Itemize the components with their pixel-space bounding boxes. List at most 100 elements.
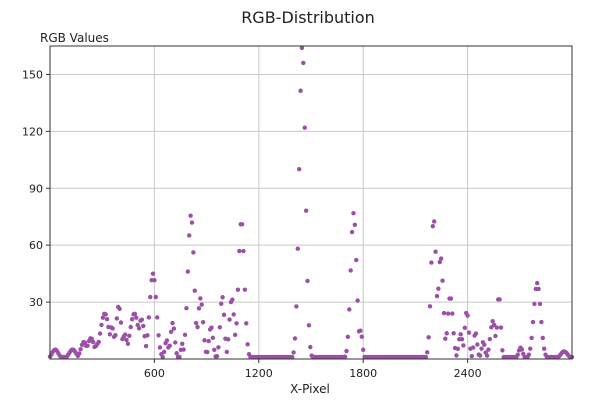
data-point — [219, 301, 224, 306]
data-point — [482, 342, 487, 347]
data-point — [445, 311, 451, 316]
data-point — [470, 345, 476, 350]
data-point — [296, 166, 302, 172]
data-point — [466, 330, 472, 335]
data-point — [122, 332, 128, 337]
data-point — [110, 326, 115, 331]
data-point — [180, 341, 185, 347]
x-axis-title: X-Pixel — [290, 382, 330, 396]
y-tick-label: 90 — [29, 182, 43, 195]
data-point — [500, 348, 505, 353]
data-point — [473, 331, 479, 336]
data-point — [193, 320, 199, 326]
data-point — [352, 222, 358, 228]
data-point — [462, 325, 468, 331]
data-point — [475, 342, 480, 347]
data-point — [221, 312, 227, 317]
y-tick-label: 120 — [22, 125, 43, 138]
data-point — [521, 351, 526, 356]
data-point — [177, 354, 182, 360]
data-point — [210, 335, 216, 341]
x-tick-label: 1800 — [349, 367, 377, 380]
data-point — [308, 344, 313, 350]
data-point — [526, 352, 532, 357]
data-point — [191, 250, 196, 255]
data-point — [99, 322, 104, 328]
data-point — [458, 332, 463, 337]
data-point — [237, 248, 242, 254]
data-point — [97, 331, 103, 336]
data-point — [205, 349, 210, 355]
x-tick-label: 1200 — [245, 367, 273, 380]
data-point — [519, 347, 525, 352]
data-point — [469, 353, 474, 359]
data-point — [487, 336, 493, 342]
data-point — [157, 345, 163, 350]
data-point — [188, 213, 193, 218]
data-point — [537, 301, 543, 307]
gridlines — [50, 46, 572, 359]
data-point — [299, 45, 305, 51]
data-point — [187, 233, 192, 238]
data-point — [436, 286, 441, 291]
data-point — [349, 229, 355, 235]
data-point — [198, 296, 203, 301]
data-point — [454, 353, 459, 358]
data-point — [132, 311, 138, 316]
data-point — [292, 336, 298, 341]
data-point — [497, 297, 502, 302]
data-point — [303, 208, 309, 213]
data-point — [174, 351, 179, 356]
y-tick-label: 60 — [29, 239, 43, 252]
data-point — [114, 316, 120, 321]
data-point — [152, 278, 157, 283]
data-point — [170, 320, 175, 326]
data-point — [484, 353, 490, 358]
y-tick-label: 150 — [22, 68, 43, 81]
data-point — [451, 331, 456, 336]
data-point — [153, 294, 158, 300]
data-point — [359, 334, 365, 339]
data-point — [232, 332, 238, 338]
data-point — [305, 278, 310, 284]
data-point — [441, 310, 447, 316]
data-point — [241, 248, 246, 254]
data-point — [125, 341, 131, 346]
data-point — [294, 304, 299, 309]
data-point — [529, 335, 534, 341]
data-point — [347, 307, 352, 312]
data-point — [77, 351, 82, 356]
data-point — [477, 353, 483, 358]
data-point — [214, 354, 220, 359]
data-point — [206, 338, 211, 344]
data-point — [433, 249, 438, 254]
data-point — [117, 306, 122, 311]
data-point — [168, 329, 174, 334]
data-point — [100, 315, 106, 320]
data-point — [196, 306, 202, 311]
data-point — [532, 301, 537, 307]
data-point — [185, 269, 191, 274]
data-point — [498, 325, 504, 330]
data-point — [156, 333, 161, 338]
data-point — [448, 296, 454, 301]
data-point — [536, 286, 541, 292]
data-point — [217, 325, 223, 330]
data-point — [104, 317, 110, 322]
data-point — [173, 340, 178, 345]
data-point — [160, 354, 165, 360]
data-point — [89, 336, 94, 341]
data-point — [438, 256, 444, 261]
data-point — [184, 306, 189, 311]
data-point — [342, 354, 348, 359]
data-point — [490, 318, 495, 324]
data-point — [494, 325, 500, 330]
data-point — [348, 268, 353, 273]
data-point — [212, 347, 217, 352]
data-point — [235, 287, 241, 292]
data-point — [426, 335, 431, 340]
data-point — [345, 334, 351, 339]
data-point — [90, 339, 96, 345]
data-point — [479, 346, 484, 351]
data-point — [351, 210, 356, 216]
